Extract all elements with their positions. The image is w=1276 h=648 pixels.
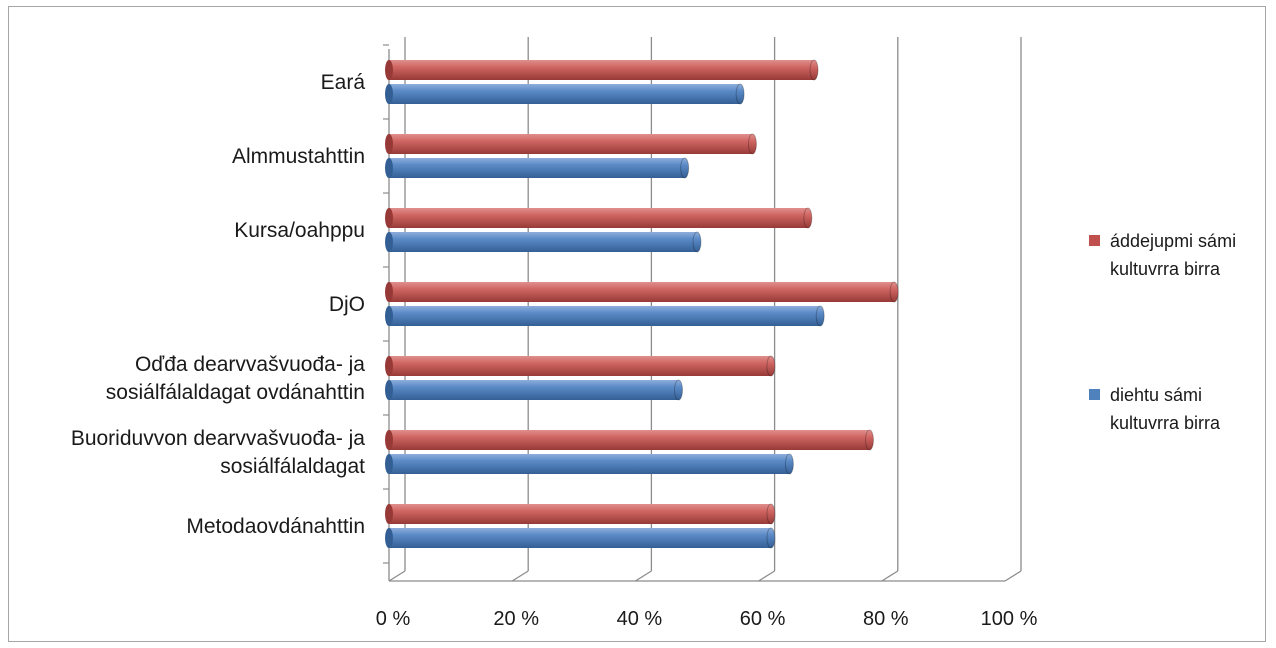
- bar-0-series-2-cap: [735, 83, 745, 105]
- legend: áddejupmi sámi kultuvrra birra diehtu sámi…: [1089, 231, 1236, 433]
- bar-1-series-1-body: [389, 134, 753, 154]
- bar-6-series-1-base: [385, 504, 393, 524]
- gridline-floor: [388, 570, 406, 582]
- bar-0-series-1-body: [389, 60, 815, 80]
- bar-5-series-1-cap: [864, 429, 874, 451]
- bar-0-series-1-cap: [809, 59, 819, 81]
- bar-0-series-2-body: [389, 84, 741, 104]
- bar-3-series-2-body: [389, 306, 821, 326]
- category-label: Buoriduvvon dearvvašvuođa- ja: [71, 427, 365, 450]
- bar-2-series-2-body: [389, 232, 697, 252]
- x-tick-label: 60 %: [740, 608, 786, 630]
- category-label: sosiálfálaldagat: [220, 455, 365, 478]
- bar-5-series-1-body: [389, 430, 870, 450]
- chart-frame: Eará Almmustahttin Kursa/oahppu DjO Oďđa dea…: [8, 6, 1266, 642]
- x-tick-label: 100 %: [981, 608, 1038, 630]
- category-label: DjO: [329, 293, 365, 316]
- bar-0-series-2-base: [385, 84, 393, 104]
- gridline-floor: [635, 570, 652, 582]
- bar-6-series-2-body: [389, 528, 771, 548]
- bar-4-series-2-body: [389, 380, 679, 400]
- bar-5-series-2-base: [385, 454, 393, 474]
- gridline-floor: [758, 570, 775, 582]
- bar-6-series-1-body: [389, 504, 771, 524]
- bar-3-series-1: [385, 281, 899, 303]
- bar-2-series-2: [385, 231, 702, 253]
- bar-5-series-1: [385, 429, 874, 451]
- bar-5-series-2-body: [389, 454, 790, 474]
- x-axis-ticks: 0 % 20 % 40 % 60 % 80 % 100 %: [376, 608, 1038, 630]
- bar-0-series-2: [385, 83, 745, 105]
- bar-4-series-1-cap: [766, 355, 776, 377]
- bar-2-series-1-cap: [803, 207, 813, 229]
- bar-4-series-1-base: [385, 356, 393, 376]
- bar-2-series-1-body: [389, 208, 808, 228]
- legend-label: kultuvrra birra: [1110, 413, 1221, 433]
- bar-3-series-1-cap: [889, 281, 899, 303]
- bar-2-series-2-cap: [692, 231, 702, 253]
- bar-6-series-1-cap: [766, 503, 776, 525]
- bar-3-series-1-base: [385, 282, 393, 302]
- bar-4-series-1: [385, 355, 776, 377]
- gridline-floor: [1004, 570, 1022, 582]
- bar-1-series-1: [385, 133, 757, 155]
- bars: [385, 59, 899, 549]
- bar-4-series-2-cap: [674, 379, 684, 401]
- bar-6-series-1: [385, 503, 776, 525]
- x-tick-label: 20 %: [493, 608, 539, 630]
- bar-1-series-2-cap: [680, 157, 690, 179]
- gridline-floor: [881, 570, 899, 582]
- bar-3-series-2-cap: [815, 305, 825, 327]
- x-tick-label: 40 %: [617, 608, 663, 630]
- x-tick-label: 80 %: [863, 608, 909, 630]
- gridline-floor: [511, 570, 529, 582]
- legend-label: áddejupmi sámi: [1110, 231, 1236, 251]
- bar-2-series-1: [385, 207, 813, 229]
- legend-label: diehtu sámi: [1110, 385, 1202, 405]
- bar-3-series-2-base: [385, 306, 393, 326]
- bar-0-series-1-base: [385, 60, 393, 80]
- legend-swatch: [1089, 235, 1100, 246]
- bar-5-series-2: [385, 453, 794, 475]
- bar-1-series-2: [385, 157, 690, 179]
- bar-5-series-2-cap: [784, 453, 794, 475]
- category-labels: Eará Almmustahttin Kursa/oahppu DjO Oďđa dea…: [71, 71, 366, 538]
- bar-1-series-1-cap: [747, 133, 757, 155]
- bar-4-series-1-body: [389, 356, 771, 376]
- bar-6-series-2-cap: [766, 527, 776, 549]
- category-label: Almmustahttin: [232, 145, 365, 168]
- bar-6-series-2-base: [385, 528, 393, 548]
- bar-1-series-1-base: [385, 134, 393, 154]
- legend-label: kultuvrra birra: [1110, 259, 1221, 279]
- bar-chart: Eará Almmustahttin Kursa/oahppu DjO Oďđa dea…: [71, 37, 1236, 630]
- bar-3-series-1-body: [389, 282, 895, 302]
- bar-4-series-2-base: [385, 380, 393, 400]
- bar-2-series-1-base: [385, 208, 393, 228]
- bar-4-series-2: [385, 379, 684, 401]
- bar-1-series-2-body: [389, 158, 685, 178]
- category-label: Metodaovdánahttin: [186, 515, 365, 538]
- x-tick-label: 0 %: [376, 608, 411, 630]
- bar-1-series-2-base: [385, 158, 393, 178]
- bar-3-series-2: [385, 305, 825, 327]
- bar-5-series-1-base: [385, 430, 393, 450]
- category-label: Oďđa dearvvašvuođa- ja: [135, 353, 365, 376]
- category-label: Eará: [321, 71, 366, 94]
- bar-6-series-2: [385, 527, 776, 549]
- legend-swatch: [1089, 389, 1100, 400]
- category-label: sosiálfálaldagat ovdánahttin: [106, 381, 365, 404]
- bar-2-series-2-base: [385, 232, 393, 252]
- bar-0-series-1: [385, 59, 819, 81]
- category-label: Kursa/oahppu: [234, 219, 365, 242]
